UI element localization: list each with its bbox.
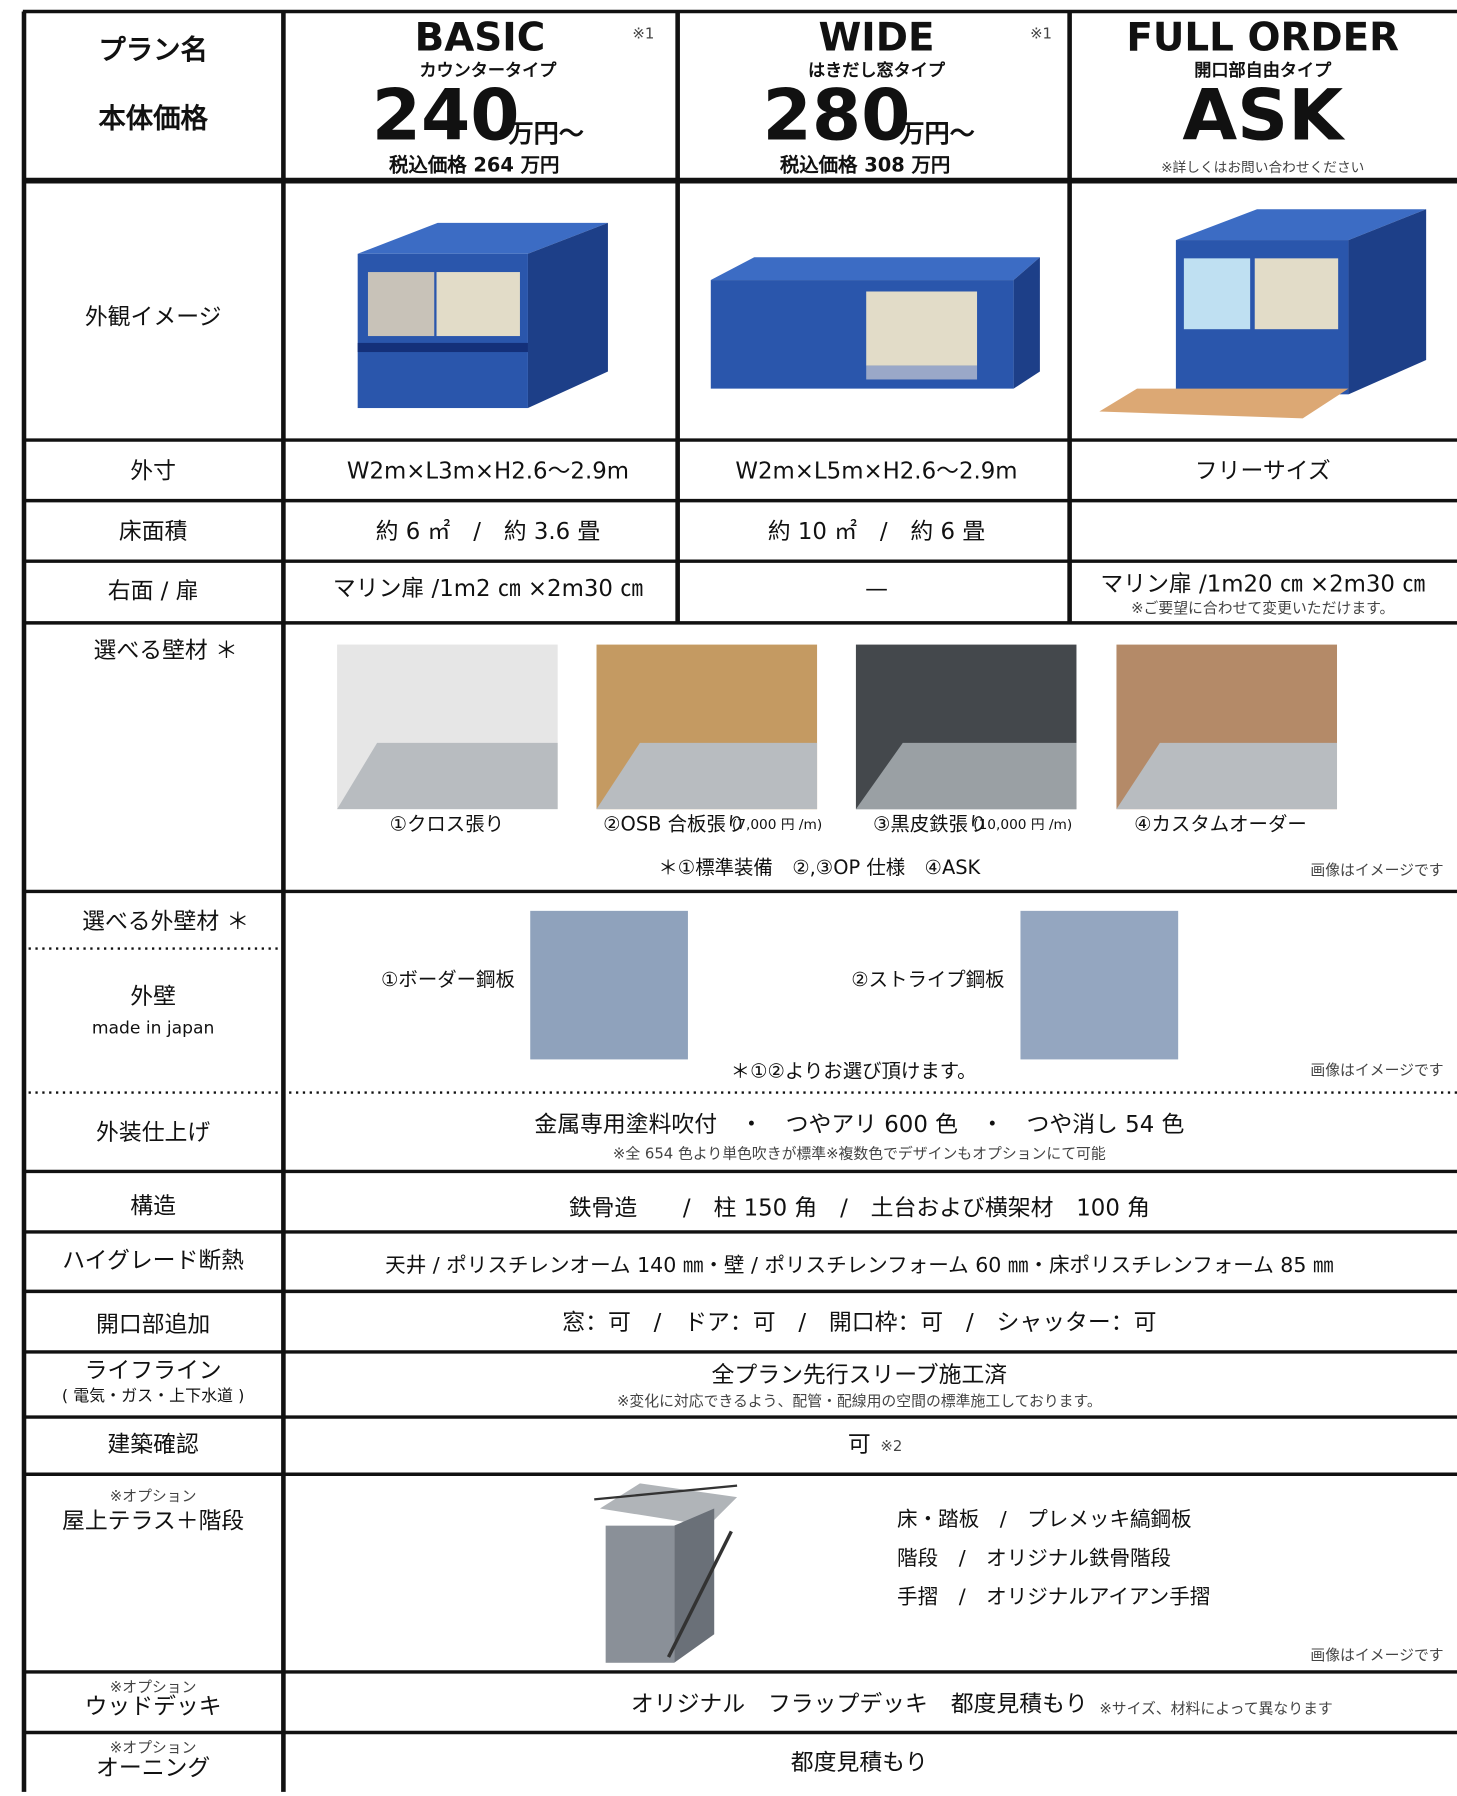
cell: オリジナル フラップデッキ 都度見積もり [631,1692,1088,1718]
caption: ②OSB 合板張り [603,813,745,836]
label: 床面積 [119,519,188,545]
label: オーニング [96,1756,210,1782]
label: 外壁 [130,984,176,1010]
option-tag: ※オプション [110,1487,197,1505]
caption: ①ボーダー鋼板 [381,968,515,991]
label: 構造 [130,1193,176,1219]
cell: 約 6 ㎡ / 約 3.6 畳 [376,519,601,545]
note: ＊①標準装備 ②,③OP 仕様 ④ASK [658,856,981,879]
label: 屋上テラス＋階段 [62,1509,244,1535]
cell: 約 10 ㎡ / 約 6 畳 [768,519,985,545]
price-unit: 万円〜 [508,119,584,148]
note: 画像はイメージです [1310,1061,1443,1079]
label-sub: made in japan [92,1019,215,1039]
label: 外観イメージ [85,304,222,330]
label: プラン名 [98,34,208,66]
caption: ④カスタムオーダー [1134,813,1307,836]
label: 選べる外壁材 ＊ [82,909,249,935]
wall-images [337,644,1338,810]
cell: W2m×L5m×H2.6〜2.9m [735,459,1017,485]
note: ※1 [632,24,654,42]
plan-name: BASIC [415,16,546,61]
price: 280 [763,74,911,157]
price: 240 [372,74,520,157]
note: 画像はイメージです [1310,1646,1443,1664]
caption-price: (7,000 円 /m) [732,817,822,833]
note: ※サイズ、材料によって異なります [1099,1700,1332,1718]
cell: 可 [848,1432,871,1458]
note: ※詳しくはお問い合わせください [1161,160,1364,176]
price-unit: 万円〜 [898,119,974,148]
terrace-image [594,1483,738,1663]
label: 建築確認 [107,1432,199,1458]
label: 選べる壁材 ＊ [94,638,238,664]
price: ASK [1182,74,1346,157]
tax-price: 税込価格 308 万円 [780,153,950,176]
label: 本体価格 [98,104,208,135]
option-tag: ※オプション [110,1678,197,1696]
border-steel-image [530,910,688,1060]
caption: ①クロス張り [390,813,504,836]
plan-type: はきだし窓タイプ [808,60,946,81]
cell: 金属専用塗料吹付 ・ つやアリ 600 色 ・ つや消し 54 色 [534,1112,1184,1138]
cell: 都度見積もり [791,1750,928,1776]
label: 右面 / 扉 [108,579,199,605]
item: 床・踏板 / プレメッキ縞鋼板 [897,1507,1192,1531]
label-sub: ( 電気・ガス・上下水道 ) [62,1386,244,1405]
container-full [1099,209,1427,419]
cell: 天井 / ポリスチレンオーム 140 ㎜・壁 / ポリスチレンフォーム 60 ㎜… [385,1253,1333,1277]
cell: 全プラン先行スリーブ施工済 [712,1362,1008,1388]
grid [21,9,1457,1792]
caption: ③黒皮鉄張り [873,813,987,836]
cell: — [865,576,888,602]
note: ※ご要望に合わせて変更いただけます。 [1131,599,1394,617]
container-wide [710,257,1040,389]
item: 階段 / オリジナル鉄骨階段 [897,1546,1171,1570]
label: 外寸 [130,459,176,485]
stripe-steel-image [1020,910,1179,1060]
label: ウッドデッキ [85,1694,222,1720]
label: ライフライン [85,1358,222,1384]
plan-type: カウンタータイプ [419,60,557,81]
note: ※2 [880,1437,902,1455]
caption: ②ストライプ鋼板 [851,968,1004,991]
tax-price: 税込価格 264 万円 [389,153,559,176]
cell: マリン扉 /1m20 ㎝ ×2m30 ㎝ [1100,572,1425,598]
label: ハイグレード断熱 [62,1248,244,1274]
note: 画像はイメージです [1310,861,1443,879]
caption-price: (10,000 円 /m) [973,817,1072,833]
option-tag: ※オプション [110,1738,197,1756]
cell: マリン扉 /1m2 ㎝ ×2m30 ㎝ [333,576,643,602]
note: ＊①②よりお選び頂けます。 [731,1059,977,1082]
cell: 鉄骨造 / 柱 150 角 / 土台および横架材 100 角 [569,1196,1150,1222]
plan-name: WIDE [818,16,934,61]
note: ※全 654 色より単色吹きが標準※複数色でデザインもオプションにて可能 [613,1144,1106,1162]
plan-name: FULL ORDER [1126,16,1399,61]
label: 外装仕上げ [96,1120,210,1146]
cell: W2m×L3m×H2.6〜2.9m [347,459,629,485]
item: 手摺 / オリジナルアイアン手摺 [897,1585,1210,1609]
plan-type: 開口部自由タイプ [1194,60,1332,81]
container-basic [357,222,608,409]
note: ※変化に対応できるよう、配管・配線用の空間の標準施工しております。 [617,1392,1102,1410]
cell: フリーサイズ [1195,459,1331,485]
note: ※1 [1030,24,1052,42]
label: 開口部追加 [96,1312,210,1338]
cell: 窓：可 / ドア：可 / 開口枠：可 / シャッター：可 [562,1310,1156,1336]
